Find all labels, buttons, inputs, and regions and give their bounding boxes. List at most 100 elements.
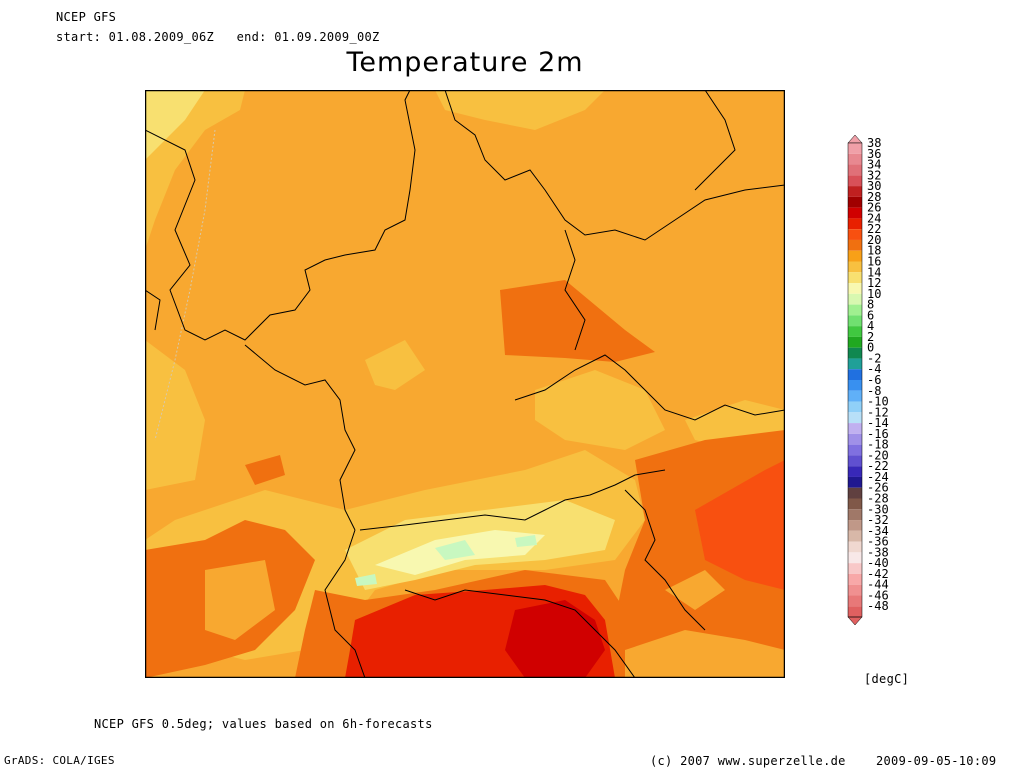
poland-20-zone: [500, 280, 655, 362]
colorbar-tick-label: 2: [867, 330, 874, 344]
colorbar-tick-label: -12: [867, 405, 889, 419]
forecast-period: start: 01.08.2009_06Z end: 01.09.2009_00…: [56, 30, 380, 44]
alps-10-spot-a: [435, 540, 475, 560]
colorbar-tick-label: -36: [867, 535, 889, 549]
colorbar-swatch: [848, 433, 862, 445]
colorbar-swatch: [848, 283, 862, 294]
colorbar-swatch: [848, 239, 862, 251]
colorbar-tick-label: 34: [867, 158, 881, 172]
colorbar-swatch: [848, 563, 862, 574]
colorbar-tick-label: 22: [867, 222, 881, 236]
colorbar-swatch: [848, 261, 862, 273]
colorbar-swatch: [848, 584, 862, 596]
colorbar-tick-label: -46: [867, 588, 889, 602]
central-16-spot: [365, 340, 425, 390]
colorbar-tick-label: -14: [867, 416, 889, 430]
colorbar-tick-label: 28: [867, 190, 881, 204]
colorbar-tick-label: 38: [867, 136, 881, 150]
timestamp: 2009-09-05-10:09: [876, 754, 997, 768]
colorbar-tick-label: -34: [867, 524, 889, 538]
data-source-note: NCEP GFS 0.5deg; values based on 6h-fore…: [94, 717, 433, 731]
colorbar-swatch: [848, 390, 862, 402]
colorbar-swatch: [848, 175, 862, 187]
colorbar-swatch: [848, 509, 862, 521]
east-22-zone: [695, 460, 785, 590]
software-credit: GrADS: COLA/IGES: [4, 754, 115, 767]
east-18-strip: [625, 630, 785, 678]
colorbar-tick-label: -4: [867, 362, 881, 376]
italy-26-zone: [505, 600, 605, 678]
colorbar-tick-label: -6: [867, 373, 881, 387]
colorbar-swatch: [848, 272, 862, 284]
east-18-spot: [665, 570, 725, 610]
colorbar-top-arrow: [847, 135, 863, 144]
colorbar-tick-label: -18: [867, 438, 889, 452]
colorbar-swatch: [848, 520, 862, 531]
colorbar-tick-label: 10: [867, 287, 881, 301]
temperature-map: [145, 90, 785, 678]
colorbar-swatch: [848, 229, 862, 240]
colorbar-tick-label: 24: [867, 211, 881, 225]
baltic-16-zone: [435, 90, 605, 130]
colorbar-tick-label: -40: [867, 556, 889, 570]
colorbar-swatch: [848, 336, 862, 348]
colorbar-tick-label: 16: [867, 255, 881, 269]
colorbar-swatch: [848, 186, 862, 197]
colorbar-swatch: [848, 315, 862, 327]
colorbar-tick-label: 4: [867, 319, 874, 333]
colorbar-tick-label: 0: [867, 341, 874, 355]
map-title: Temperature 2m: [346, 47, 584, 78]
colorbar-swatch: [848, 326, 862, 337]
copyright: (c) 2007 www.superzelle.de: [650, 754, 846, 768]
colorbar-tick-label: -8: [867, 384, 881, 398]
temperature-colorbar: 38363432302826242220181614121086420-2-4-…: [847, 135, 889, 625]
colorbar-tick-label: 26: [867, 201, 881, 215]
colorbar-swatch: [848, 466, 862, 477]
colorbar-swatch: [848, 412, 862, 424]
north-west-14-zone: [145, 90, 205, 160]
colorbar-tick-label: -10: [867, 395, 889, 409]
colorbar-frame: [847, 142, 863, 618]
colorbar-tick-label: -28: [867, 492, 889, 506]
west-16-zone: [145, 340, 205, 490]
colorbar-swatch: [848, 380, 862, 391]
colorbar-tick-label: 8: [867, 298, 874, 312]
south-west-18-zone: [205, 560, 275, 640]
colorbar-swatch: [848, 552, 862, 564]
colorbar-tick-label: -44: [867, 578, 889, 592]
colorbar-tick-label: -16: [867, 427, 889, 441]
alps-10-spot-c: [355, 574, 377, 586]
colorbar-swatch: [848, 369, 862, 380]
colorbar-swatch: [848, 595, 862, 607]
colorbar-swatch: [848, 606, 862, 617]
colorbar-tick-label: 20: [867, 233, 881, 247]
colorbar-tick-label: 18: [867, 244, 881, 258]
colorbar-bottom-arrow: [847, 616, 863, 625]
colorbar-swatch: [848, 476, 862, 488]
colorbar-swatch: [848, 293, 862, 305]
colorbar-swatch: [848, 541, 862, 553]
colorbar-tick-label: -38: [867, 545, 889, 559]
colorbar-swatch: [848, 250, 862, 262]
colorbar-swatch: [848, 573, 862, 585]
colorbar-swatch: [848, 207, 862, 219]
colorbar-tick-label: -30: [867, 502, 889, 516]
colorbar-tick-label: 36: [867, 147, 881, 161]
colorbar-swatch: [848, 455, 862, 467]
map-frame: [145, 90, 785, 678]
colorbar-tick-label: -22: [867, 459, 889, 473]
coastlines-and-borders: [145, 90, 785, 678]
colorbar-tick-label: -32: [867, 513, 889, 527]
colorbar-swatch: [848, 498, 862, 510]
colorbar-swatch: [848, 444, 862, 456]
colorbar-tick-label: -20: [867, 448, 889, 462]
colorbar-tick-label: -48: [867, 599, 889, 613]
colorbar-tick-label: -26: [867, 481, 889, 495]
colorbar-tick-label: 14: [867, 265, 881, 279]
colorbar-tick-label: 32: [867, 168, 881, 182]
colorbar-swatch: [848, 347, 862, 359]
colorbar-tick-label: -24: [867, 470, 889, 484]
alps-10-spot-b: [515, 535, 537, 547]
colorbar-swatch: [848, 487, 862, 499]
colorbar-swatch: [848, 358, 862, 370]
